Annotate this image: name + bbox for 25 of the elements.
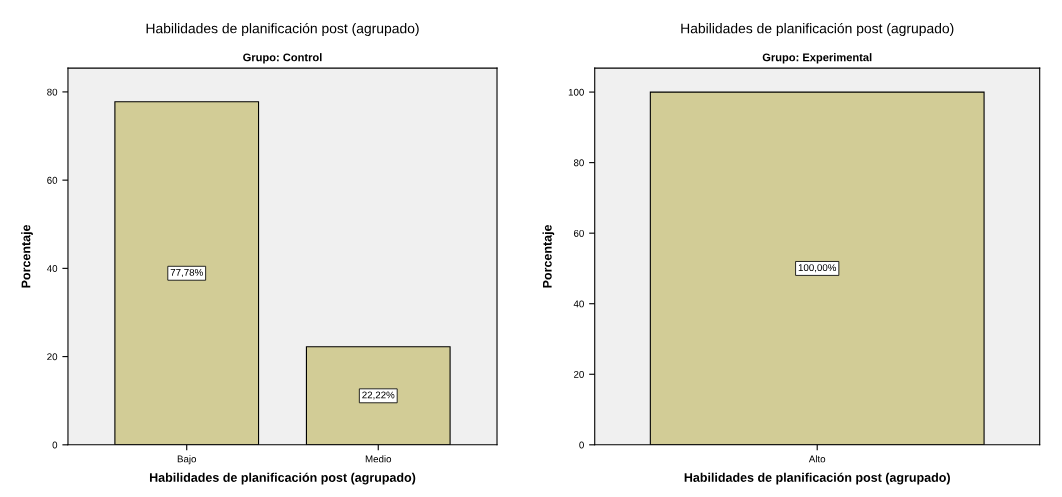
x-tick-label: Bajo <box>177 455 197 465</box>
data-label: 100,00% <box>798 264 837 273</box>
chart-subtitle: Grupo: Experimental <box>762 53 872 64</box>
x-tick-label: Alto <box>808 455 826 463</box>
y-tick-label: 100 <box>568 88 584 96</box>
x-axis-title: Habilidades de planificación post (agrupado) <box>684 472 950 485</box>
x-tick-label: Medio <box>365 455 392 463</box>
y-tick-label: 80 <box>573 159 584 167</box>
data-label: 22,22% <box>362 391 395 400</box>
y-tick-label: 20 <box>573 371 584 378</box>
y-axis-title: Porcentaje <box>21 224 33 288</box>
y-tick-label: 20 <box>47 353 58 361</box>
y-tick-label: 80 <box>47 88 58 96</box>
y-tick-label: 60 <box>47 176 58 184</box>
data-label: 77,78% <box>170 268 203 278</box>
x-axis-title: Habilidades de planificación post (agrupado) <box>149 472 416 485</box>
y-tick-label: 0 <box>579 441 584 449</box>
chart-title: Habilidades de planificación post (agrupado) <box>146 22 419 37</box>
y-tick-label: 40 <box>46 265 58 272</box>
y-axis-title: Porcentaje <box>542 224 555 288</box>
chart-subtitle: Grupo: Control <box>243 53 322 64</box>
y-tick-label: 40 <box>573 300 584 308</box>
y-tick-label: 0 <box>52 441 58 449</box>
chart-title: Habilidades de planificación post (agrupado) <box>681 22 954 37</box>
y-tick-label: 60 <box>573 229 584 237</box>
